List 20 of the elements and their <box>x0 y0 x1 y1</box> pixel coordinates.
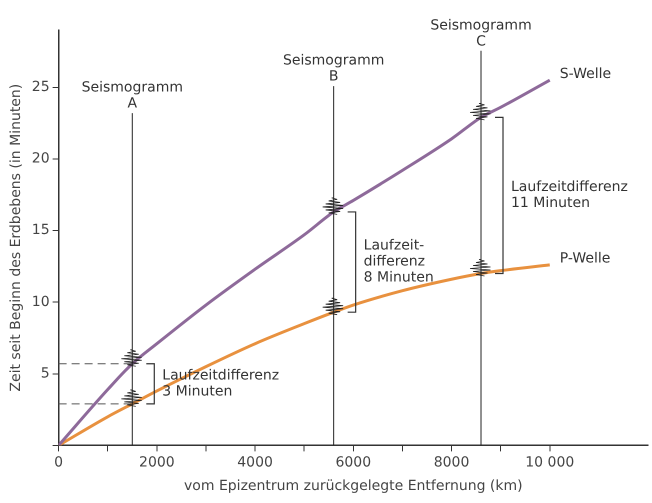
x-tick-label: 10 000 <box>525 454 574 470</box>
y-tick-label: 20 <box>32 150 50 167</box>
x-tick-label: 6000 <box>335 454 372 470</box>
x-tick-label: 2000 <box>139 454 175 470</box>
ref-line-label: Seismogramm B <box>282 52 384 85</box>
series-label: S-Welle <box>560 66 612 82</box>
ref-line-label: Seismogramm A <box>82 80 183 112</box>
annotation: Laufzeitdifferenz 11 Minuten <box>511 179 628 212</box>
x-tick-label: 4000 <box>237 454 273 470</box>
x-axis-title: vom Epizentrum zurückgelegte Entfernung (km) <box>184 478 523 494</box>
ref-line-label: Seismogramm C <box>430 17 532 50</box>
x-tick-label: 0 <box>54 454 64 470</box>
y-tick-label: 15 <box>32 222 50 238</box>
y-axis-title: Zeit seit Beginn des Erdbebens (in Minuten) <box>8 84 24 392</box>
y-tick-label: 10 <box>32 294 50 310</box>
annotation: Laufzeit- differenz 8 Minuten <box>364 238 434 286</box>
y-tick-label: 25 <box>32 78 50 95</box>
series-label: P-Welle <box>560 250 610 267</box>
x-tick-label: 8000 <box>434 454 470 470</box>
y-tick-label: 5 <box>40 365 50 382</box>
